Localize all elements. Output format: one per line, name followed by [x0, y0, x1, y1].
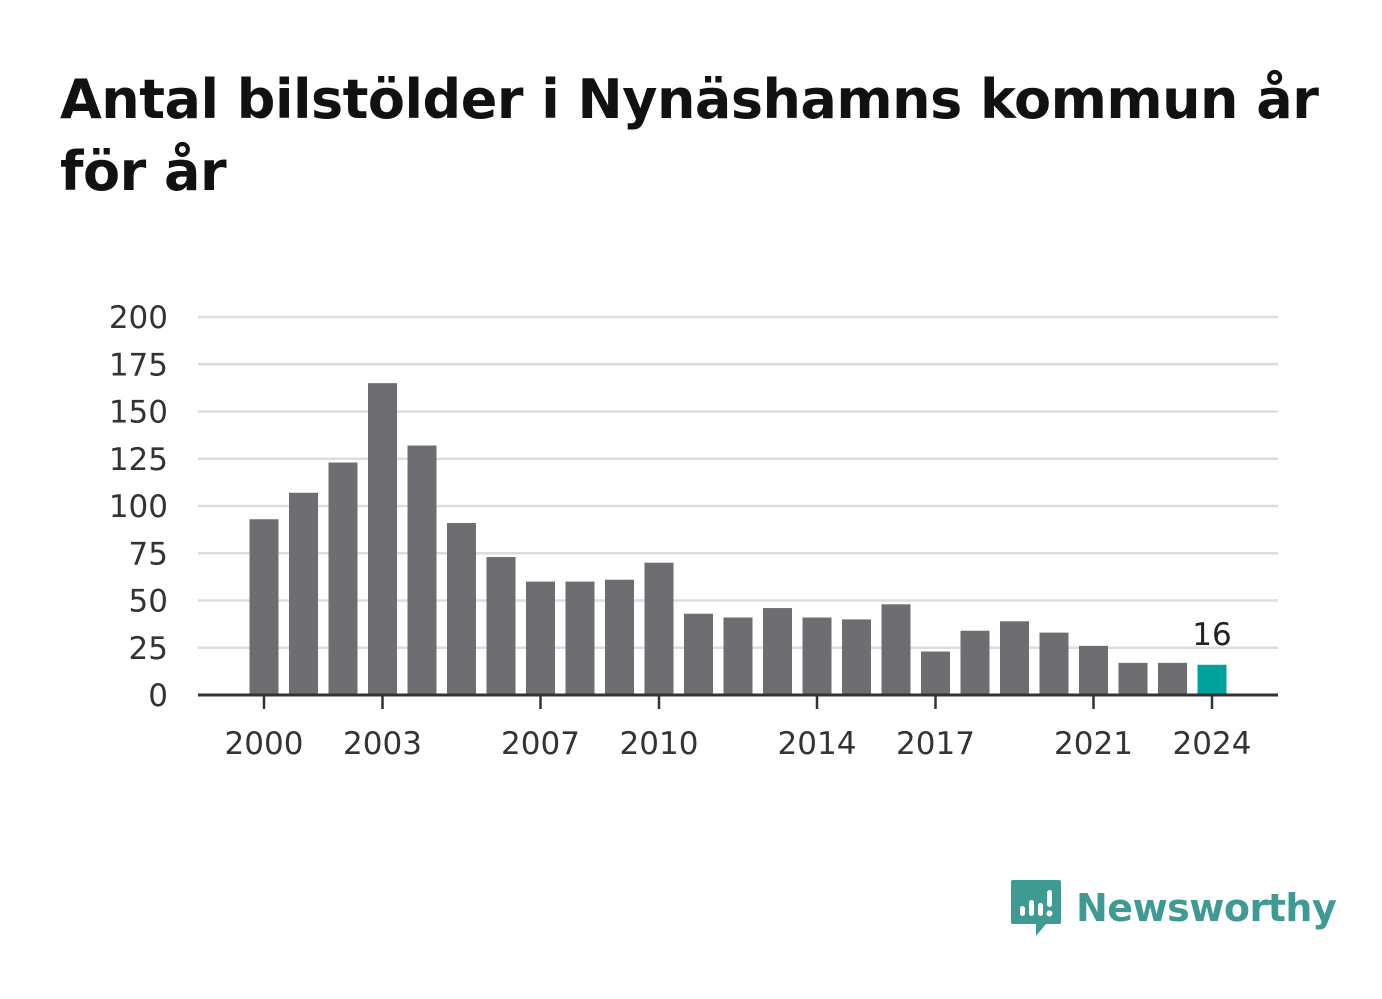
- bar: [1000, 621, 1029, 695]
- bar: [881, 604, 911, 695]
- x-tick-label: 2007: [501, 726, 580, 762]
- data-label-highlight: 16: [1192, 617, 1231, 653]
- bar: [644, 562, 674, 695]
- y-tick-label: 150: [109, 395, 168, 431]
- bar: [486, 557, 516, 695]
- bar: [960, 630, 990, 695]
- x-tick-label: 2024: [1173, 726, 1252, 762]
- bar: [842, 619, 871, 695]
- x-tick-label: 2003: [343, 726, 422, 762]
- y-tick-label: 25: [129, 631, 168, 667]
- bar: [1039, 632, 1069, 695]
- bar-highlight: [1197, 664, 1227, 695]
- bar: [921, 651, 950, 695]
- y-tick-label: 0: [148, 678, 168, 714]
- y-axis-ticks: 0 25 50 75 100 125 150 175 200: [109, 300, 168, 714]
- bar: [1118, 662, 1148, 695]
- x-tick-label: 2000: [225, 726, 304, 762]
- bar: [407, 445, 437, 695]
- bar: [249, 519, 279, 695]
- x-tick-label: 2017: [896, 726, 975, 762]
- bar: [1158, 662, 1187, 695]
- grid-lines: [198, 315, 1278, 649]
- y-tick-label: 175: [109, 347, 168, 383]
- data-labels: 16: [1192, 617, 1231, 653]
- bar: [1079, 645, 1108, 695]
- bar: [526, 581, 555, 695]
- chart-title: Antal bilstölder i Nynäshamns kommun år …: [60, 68, 1319, 203]
- x-axis-ticks: 2000 2003 2007 2010 2014 2017 2021 2024: [225, 695, 1252, 762]
- x-tick-label: 2014: [778, 726, 857, 762]
- y-tick-label: 125: [109, 442, 168, 478]
- bar: [565, 581, 595, 695]
- bar: [368, 383, 397, 695]
- bar: [605, 579, 634, 695]
- y-tick-label: 50: [129, 584, 168, 620]
- x-tick-label: 2021: [1054, 726, 1133, 762]
- y-tick-label: 100: [109, 489, 168, 525]
- bar: [684, 613, 713, 695]
- bar: [723, 617, 753, 695]
- bars: [249, 383, 1227, 695]
- newsworthy-logo-icon: [1011, 880, 1061, 936]
- bar: [328, 462, 358, 695]
- bar: [763, 608, 792, 695]
- bar: [802, 617, 832, 695]
- y-tick-label: 75: [129, 536, 168, 572]
- bar: [447, 523, 476, 695]
- y-tick-label: 200: [109, 300, 168, 336]
- bar: [289, 492, 318, 695]
- x-tick-label: 2010: [620, 726, 699, 762]
- brand-logo: Newsworthy: [1010, 878, 1337, 938]
- brand-name: Newsworthy: [1076, 886, 1337, 930]
